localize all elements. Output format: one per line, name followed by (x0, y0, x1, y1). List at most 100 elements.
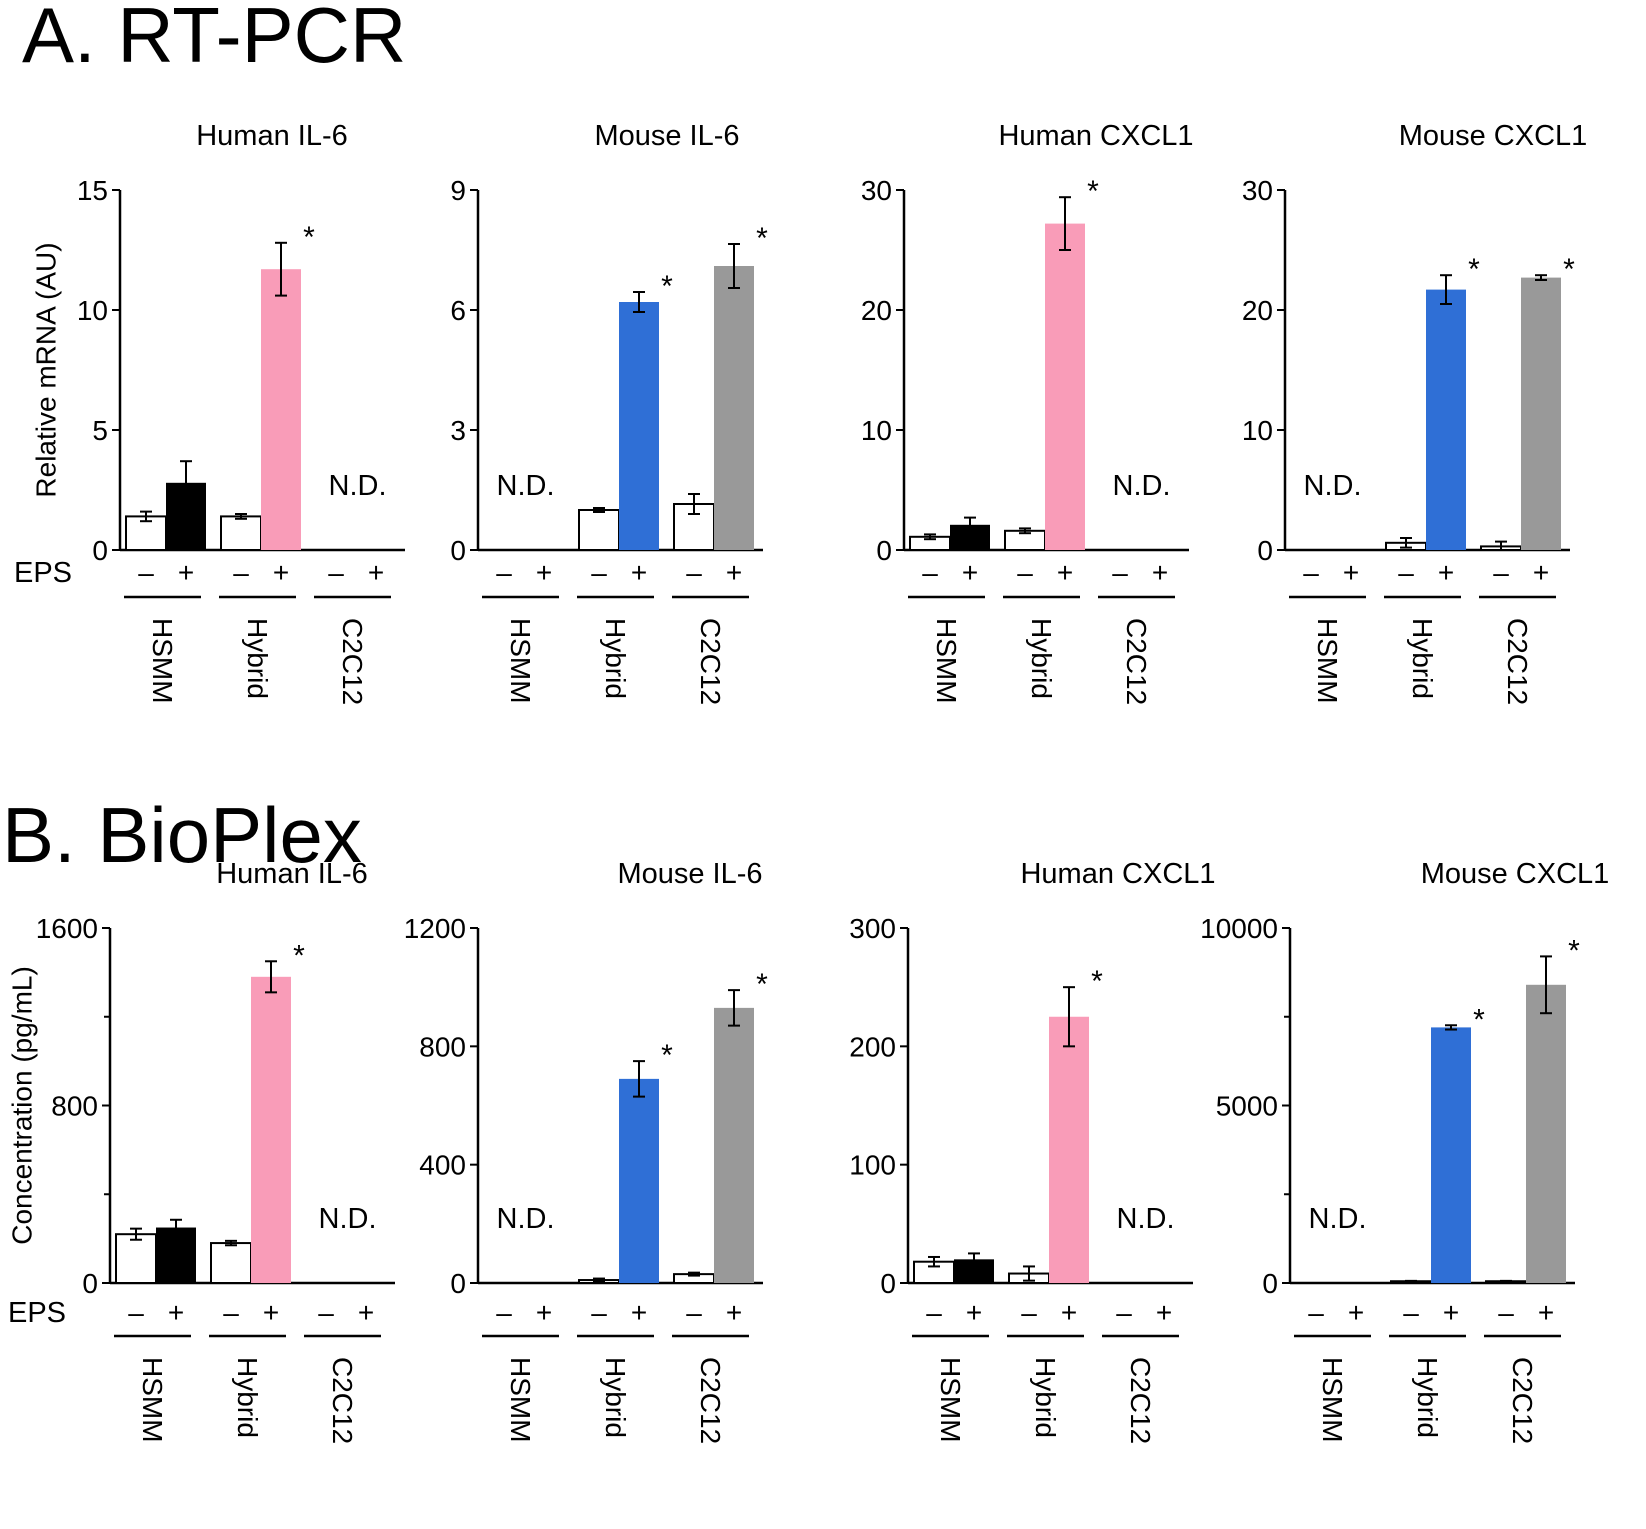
bar (619, 302, 659, 550)
y-tick-label: 0 (450, 1268, 466, 1299)
bar (714, 1007, 754, 1283)
eps-minus-sign: – (922, 557, 938, 588)
eps-minus-sign: – (318, 1297, 334, 1328)
bar (261, 269, 301, 550)
eps-plus-sign: + (1538, 1297, 1554, 1328)
eps-plus-sign: + (263, 1297, 279, 1328)
eps-minus-sign: – (926, 1297, 942, 1328)
eps-plus-sign: + (1156, 1297, 1172, 1328)
y-tick-label: 800 (51, 1091, 98, 1122)
significance-star: * (756, 222, 768, 255)
group-label: C2C12 (1125, 1357, 1156, 1444)
eps-plus-sign: + (726, 1297, 742, 1328)
panel-title: Mouse IL-6 (594, 120, 739, 152)
significance-star: * (1563, 253, 1575, 286)
group-label: HSMM (137, 1357, 168, 1443)
eps-plus-sign: + (726, 557, 742, 588)
y-tick-label: 0 (1257, 535, 1273, 566)
y-tick-label: 20 (1242, 295, 1273, 326)
group-label: Hybrid (1407, 618, 1438, 699)
bar (954, 1259, 994, 1283)
group-label: Hybrid (1030, 1357, 1061, 1438)
bar (251, 976, 291, 1283)
y-axis-label: Relative mRNA (AU) (31, 242, 62, 497)
group-label: HSMM (935, 1357, 966, 1443)
group-label: HSMM (505, 1357, 536, 1443)
y-tick-label: 0 (880, 1268, 896, 1299)
bar (1045, 223, 1085, 550)
eps-minus-sign: – (1017, 557, 1033, 588)
eps-plus-sign: + (178, 557, 194, 588)
significance-star: * (756, 968, 768, 1001)
eps-plus-sign: + (536, 557, 552, 588)
eps-plus-sign: + (358, 1297, 374, 1328)
eps-plus-sign: + (536, 1297, 552, 1328)
significance-star: * (1091, 965, 1103, 998)
y-tick-label: 400 (419, 1150, 466, 1181)
bar (1521, 277, 1561, 550)
significance-star: * (1473, 1003, 1485, 1036)
significance-star: * (293, 939, 305, 972)
group-label: Hybrid (242, 618, 273, 699)
y-tick-label: 10000 (1200, 913, 1278, 944)
y-tick-label: 6 (450, 295, 466, 326)
y-tick-label: 10 (77, 295, 108, 326)
panel-title: Mouse CXCL1 (1399, 120, 1588, 152)
eps-minus-sign: – (591, 1297, 607, 1328)
y-tick-label: 100 (849, 1150, 896, 1181)
bar (156, 1227, 196, 1283)
significance-star: * (661, 270, 673, 303)
group-label: C2C12 (1121, 618, 1152, 705)
bar (619, 1078, 659, 1283)
group-label: Hybrid (600, 618, 631, 699)
y-tick-label: 0 (82, 1268, 98, 1299)
eps-minus-sign: – (1116, 1297, 1132, 1328)
nd-label: N.D. (1117, 1203, 1175, 1235)
significance-star: * (1087, 175, 1099, 208)
bar (1049, 1016, 1089, 1283)
nd-label: N.D. (1309, 1203, 1367, 1235)
group-label: C2C12 (695, 1357, 726, 1444)
bar (115, 1233, 157, 1284)
section-title-rt-pcr: A. RT-PCR (22, 0, 406, 79)
eps-plus-sign: + (1533, 557, 1549, 588)
y-tick-label: 800 (419, 1031, 466, 1062)
section-title-bioplex: B. BioPlex (2, 791, 362, 879)
bar (1426, 289, 1466, 550)
eps-plus-sign: + (1061, 1297, 1077, 1328)
y-tick-label: 30 (861, 175, 892, 206)
eps-plus-sign: + (1343, 557, 1359, 588)
nd-label: N.D. (1304, 470, 1362, 502)
eps-plus-sign: + (631, 1297, 647, 1328)
eps-minus-sign: – (1112, 557, 1128, 588)
panel-title: Human IL-6 (196, 120, 348, 152)
group-label: C2C12 (695, 618, 726, 705)
significance-star: * (1568, 934, 1580, 967)
y-tick-label: 0 (1262, 1268, 1278, 1299)
group-label: Hybrid (232, 1357, 263, 1438)
eps-minus-sign: – (1403, 1297, 1419, 1328)
eps-minus-sign: – (496, 557, 512, 588)
eps-minus-sign: – (233, 557, 249, 588)
y-tick-label: 1600 (36, 913, 98, 944)
eps-plus-sign: + (1438, 557, 1454, 588)
eps-minus-sign: – (128, 1297, 144, 1328)
y-tick-label: 0 (92, 535, 108, 566)
significance-star: * (661, 1039, 673, 1072)
y-tick-label: 9 (450, 175, 466, 206)
eps-plus-sign: + (273, 557, 289, 588)
eps-minus-sign: – (591, 557, 607, 588)
group-label: HSMM (1312, 618, 1343, 704)
group-label: HSMM (931, 618, 962, 704)
y-tick-label: 300 (849, 913, 896, 944)
eps-plus-sign: + (368, 557, 384, 588)
group-label: C2C12 (327, 1357, 358, 1444)
panel-title: Mouse CXCL1 (1421, 858, 1610, 890)
nd-label: N.D. (497, 470, 555, 502)
